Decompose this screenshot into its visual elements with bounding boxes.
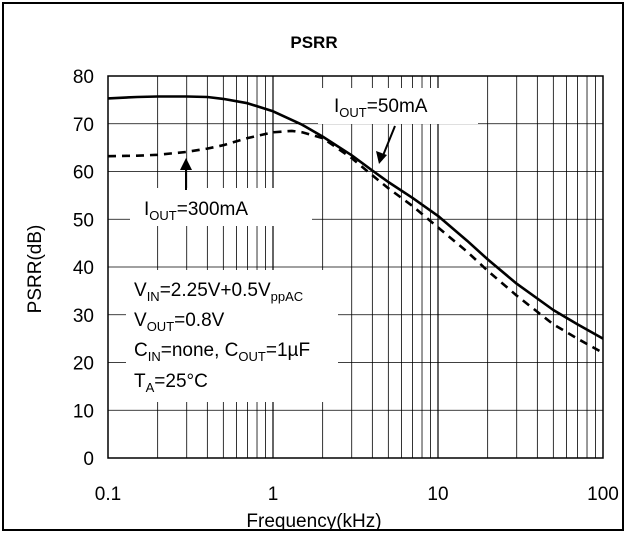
iout50-box	[318, 88, 478, 124]
iout300-box	[130, 188, 312, 226]
annotation-capacitors: CIN=none, COUT=1µF	[134, 340, 310, 364]
y-tick-label: 50	[73, 210, 94, 231]
series-lines	[107, 95, 604, 355]
y-tick-label: 80	[73, 67, 94, 88]
series-line-iout-50ma	[107, 95, 604, 340]
chart-title: PSRR	[290, 33, 337, 52]
chart-frame	[2, 2, 624, 531]
conditions-box	[126, 270, 338, 402]
y-tick-label: 60	[73, 163, 94, 184]
x-tick-label: 0.1	[95, 484, 121, 505]
y-tick-label: 40	[73, 258, 94, 279]
series-line-iout-300ma	[107, 129, 604, 355]
annotation-vout: VOUT=0.8V	[134, 310, 225, 334]
iout300-arrow	[180, 158, 192, 190]
y-tick-label: 70	[73, 115, 94, 136]
plot-border	[107, 75, 604, 459]
annotation-vin: VIN=2.25V+0.5VppAC	[134, 280, 303, 304]
tick-labels: 0.1 1 10 100 0 10 20 30 40 50 60 70 80	[73, 67, 619, 505]
annotation-iout-50ma: IOUT=50mA	[334, 96, 428, 120]
y-tick-label: 0	[83, 449, 94, 470]
x-tick-label: 1	[268, 484, 279, 505]
x-tick-label: 100	[587, 484, 619, 505]
y-tick-label: 20	[73, 354, 94, 375]
annotation-temperature: TA=25°C	[134, 371, 208, 395]
annotation-iout-300ma: IOUT=300mA	[144, 199, 248, 223]
x-tick-label: 10	[427, 484, 448, 505]
y-tick-label: 10	[73, 401, 94, 422]
x-axis-label: Frequency(kHz)	[246, 511, 381, 532]
iout50-arrow	[376, 125, 396, 164]
y-tick-label: 30	[73, 306, 94, 327]
y-axis-label: PSRR(dB)	[25, 225, 46, 314]
